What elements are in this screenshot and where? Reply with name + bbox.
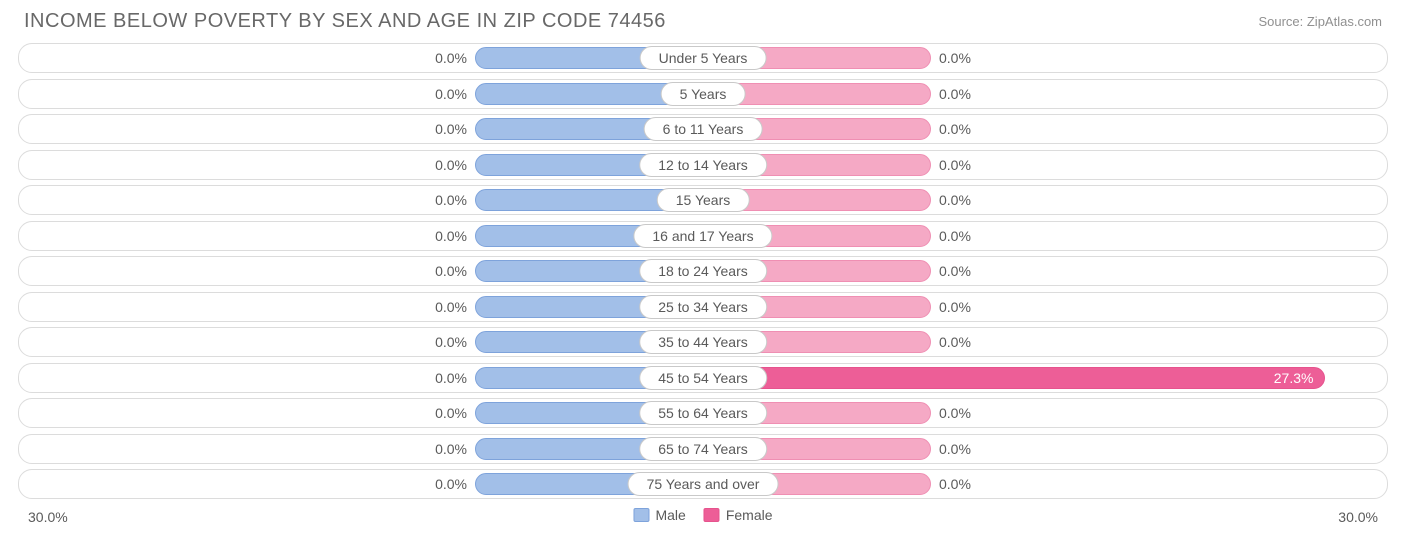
category-label: 5 Years [661,82,746,106]
category-label: 45 to 54 Years [639,366,767,390]
male-value: 0.0% [435,157,467,173]
legend-female-label: Female [726,507,773,523]
legend-female-swatch [704,508,720,522]
chart-row: 0.0% 27.3% 45 to 54 Years [18,363,1388,393]
male-value: 0.0% [435,299,467,315]
female-value: 0.0% [939,50,971,66]
female-value: 0.0% [939,228,971,244]
female-value: 0.0% [939,405,971,421]
female-value: 0.0% [939,476,971,492]
chart-row: 0.0% 0.0% 65 to 74 Years [18,434,1388,464]
chart-row: 0.0% 0.0% 6 to 11 Years [18,114,1388,144]
female-value: 0.0% [939,121,971,137]
female-bar [703,367,1325,389]
female-value: 0.0% [939,299,971,315]
category-label: 12 to 14 Years [639,153,767,177]
male-value: 0.0% [435,50,467,66]
category-label: 18 to 24 Years [639,259,767,283]
chart-source: Source: ZipAtlas.com [1258,14,1382,29]
axis-max-right: 30.0% [1338,509,1378,525]
axis-max-left: 30.0% [28,509,68,525]
male-value: 0.0% [435,192,467,208]
legend-male-label: Male [655,507,685,523]
male-value: 0.0% [435,476,467,492]
male-value: 0.0% [435,441,467,457]
chart-row: 0.0% 0.0% 5 Years [18,79,1388,109]
category-label: Under 5 Years [640,46,767,70]
legend-female: Female [704,507,773,523]
female-value: 0.0% [939,263,971,279]
female-value: 0.0% [939,157,971,173]
legend: Male Female [633,507,772,523]
chart-row: 0.0% 0.0% 55 to 64 Years [18,398,1388,428]
male-value: 0.0% [435,370,467,386]
chart-row: 0.0% 0.0% 15 Years [18,185,1388,215]
category-label: 15 Years [657,188,750,212]
female-value: 0.0% [939,86,971,102]
chart-body: 0.0%0.0%Under 5 Years0.0%0.0%5 Years0.0%… [0,39,1406,499]
chart-row: 0.0% 0.0% 12 to 14 Years [18,150,1388,180]
female-value: 0.0% [939,441,971,457]
female-value: 0.0% [939,334,971,350]
category-label: 25 to 34 Years [639,295,767,319]
chart-row: 0.0% 0.0% 75 Years and over [18,469,1388,499]
male-value: 0.0% [435,228,467,244]
category-label: 16 and 17 Years [633,224,772,248]
male-value: 0.0% [435,86,467,102]
chart-header: INCOME BELOW POVERTY BY SEX AND AGE IN Z… [0,0,1406,39]
category-label: 65 to 74 Years [639,437,767,461]
chart-row: 0.0% 0.0% 35 to 44 Years [18,327,1388,357]
category-label: 75 Years and over [628,472,779,496]
male-value: 0.0% [435,405,467,421]
category-label: 6 to 11 Years [644,117,763,141]
legend-male-swatch [633,508,649,522]
legend-male: Male [633,507,685,523]
male-value: 0.0% [435,121,467,137]
chart-row: 0.0% 0.0% 25 to 34 Years [18,292,1388,322]
chart-row: 0.0% 0.0% 18 to 24 Years [18,256,1388,286]
category-label: 35 to 44 Years [639,330,767,354]
female-value: 0.0% [939,192,971,208]
chart-row: 0.0% 0.0% 16 and 17 Years [18,221,1388,251]
chart-title: INCOME BELOW POVERTY BY SEX AND AGE IN Z… [24,10,666,33]
chart-footer: 30.0% Male Female 30.0% [0,505,1406,535]
female-value: 27.3% [1274,370,1314,386]
male-value: 0.0% [435,263,467,279]
male-value: 0.0% [435,334,467,350]
chart-row: 0.0% 0.0% Under 5 Years [18,43,1388,73]
category-label: 55 to 64 Years [639,401,767,425]
